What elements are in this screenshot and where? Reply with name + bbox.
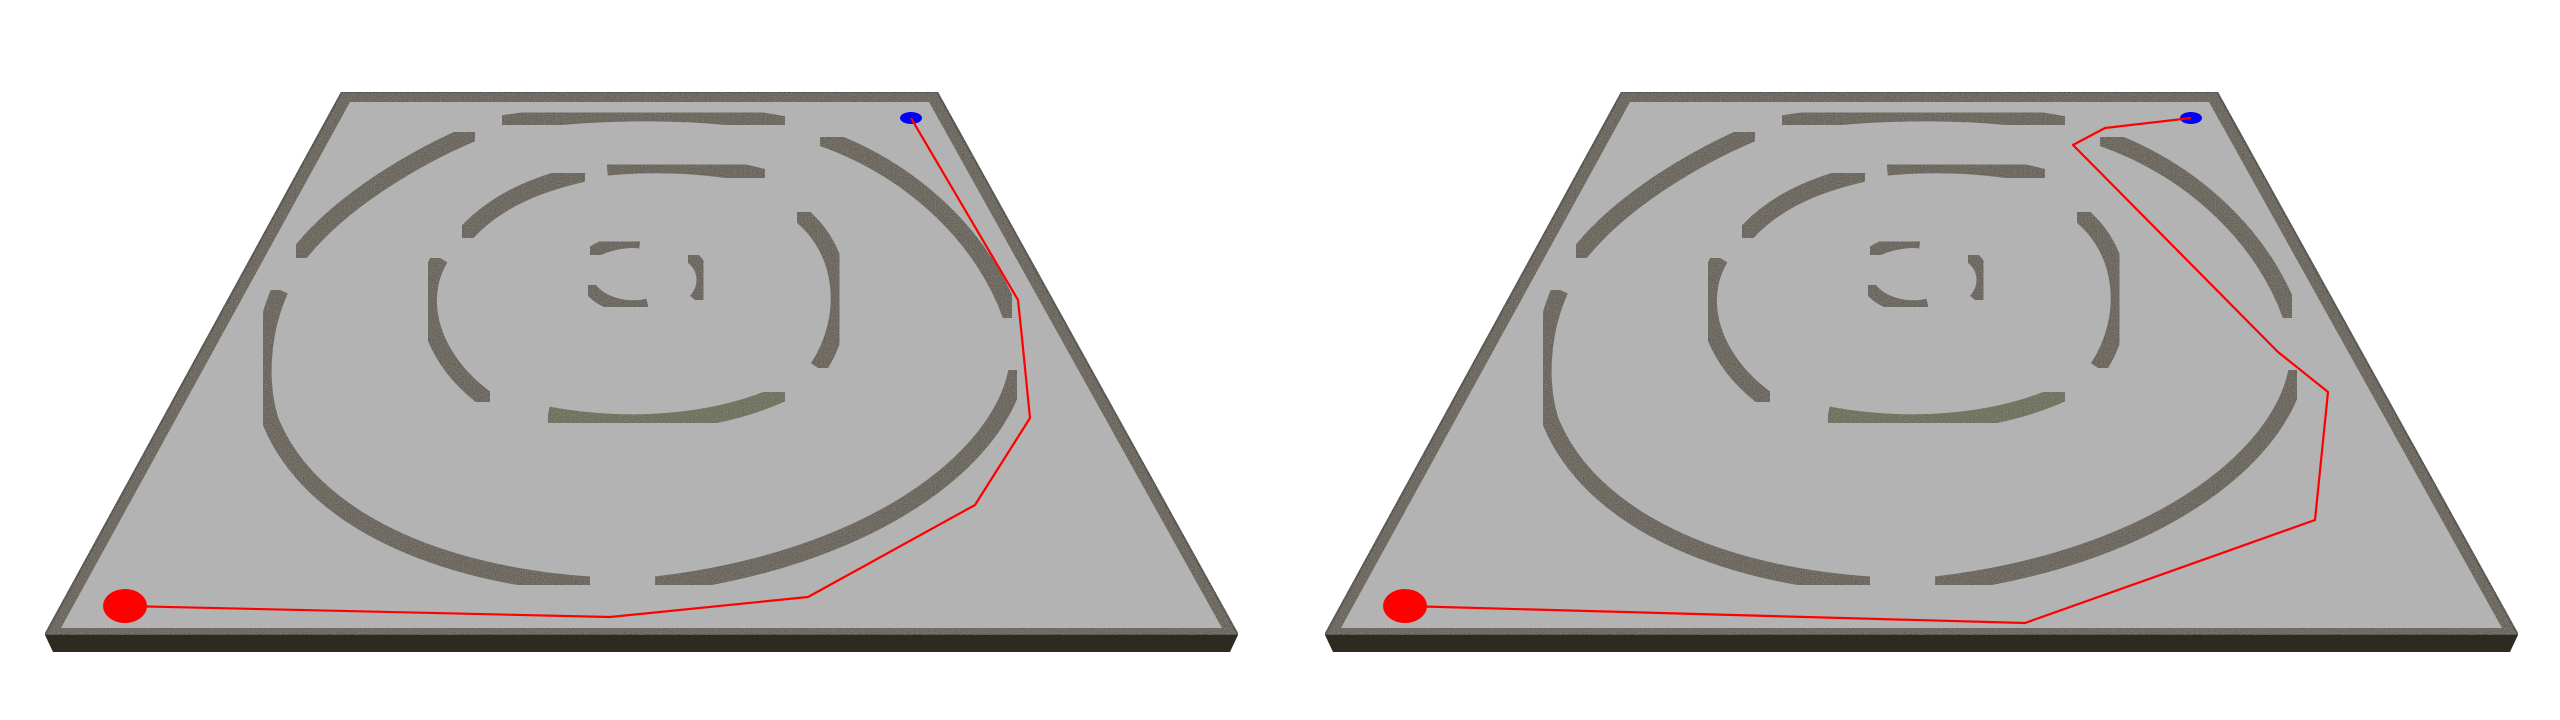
floor-frame-side <box>1325 635 2518 652</box>
middle-wall-w <box>1699 253 1775 409</box>
middle-ring <box>419 156 848 432</box>
outer-wall-ne <box>817 128 1021 321</box>
outer-wall-sw <box>1534 286 1871 594</box>
middle-wall-nw <box>455 164 587 244</box>
maze-floor <box>1323 91 2520 652</box>
floor-frame-side <box>45 635 1238 652</box>
middle-wall-e <box>791 205 848 373</box>
outer-wall-se <box>1934 368 2306 594</box>
maze-walls <box>1534 104 2306 594</box>
panel-right <box>1323 91 2520 652</box>
inner-wall-e <box>684 249 710 305</box>
outer-wall-n <box>1780 104 2067 134</box>
middle-wall-s <box>546 384 789 432</box>
middle-wall-e <box>2071 205 2128 373</box>
inner-wall-e <box>1964 249 1990 305</box>
inner-wall-n <box>1865 235 1921 261</box>
outer-wall-nw <box>1569 124 1759 264</box>
panel-left <box>43 91 1240 652</box>
outer-wall-se <box>654 368 1026 594</box>
inner-ring <box>1862 235 1990 314</box>
outer-wall-n <box>500 104 787 134</box>
maze-floor <box>43 91 1240 652</box>
inner-wall-s <box>582 281 650 314</box>
middle-ring <box>1699 156 2128 432</box>
planned-path <box>1404 116 2330 625</box>
outer-ring <box>254 104 1026 594</box>
floor-surface <box>1341 102 2502 628</box>
outer-wall-sw <box>254 286 591 594</box>
inner-ring <box>582 235 710 314</box>
middle-wall-w <box>419 253 495 409</box>
middle-wall-n <box>606 156 768 187</box>
inner-wall-s <box>1862 281 1930 314</box>
outer-wall-nw <box>289 124 479 264</box>
outer-wall-ne <box>2097 128 2301 321</box>
inner-wall-n <box>585 235 641 261</box>
middle-wall-n <box>1886 156 2048 187</box>
middle-wall-nw <box>1735 164 1867 244</box>
outer-ring <box>1534 104 2306 594</box>
maze-walls <box>254 104 1026 594</box>
middle-wall-s <box>1826 384 2069 432</box>
planned-path <box>124 117 1032 619</box>
floor-surface <box>61 102 1222 628</box>
